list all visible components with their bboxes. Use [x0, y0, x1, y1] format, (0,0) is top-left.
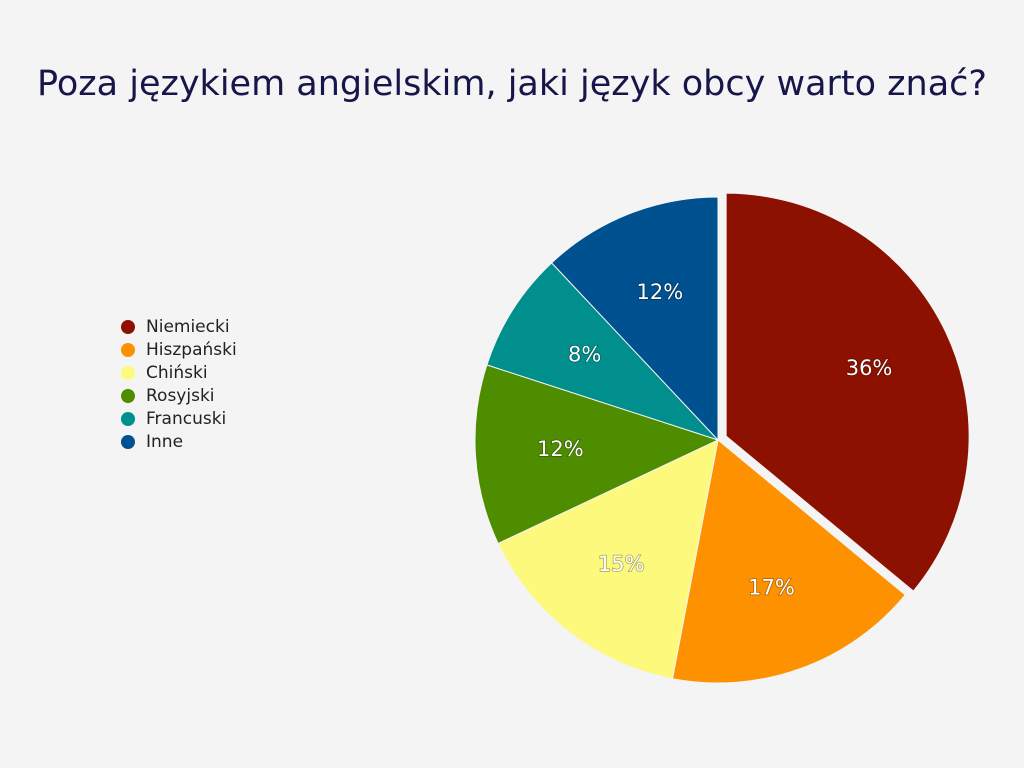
legend-label: Chiński: [146, 363, 208, 383]
slice-label: 17%: [748, 576, 795, 600]
pie-slice: [550, 196, 719, 442]
slice-label: 12%: [637, 280, 684, 304]
legend-label: Niemiecki: [146, 317, 230, 337]
legend-label: Rosyjski: [146, 386, 215, 406]
legend-marker: [121, 389, 135, 403]
chart-title: Poza językiem angielskim, jaki język obc…: [37, 64, 987, 104]
pie-slice: [486, 262, 719, 441]
pie-slice: [671, 439, 906, 684]
legend-marker: [121, 435, 135, 449]
legend-label: Hiszpański: [146, 340, 237, 360]
pie-slice: [725, 192, 970, 592]
legend-marker: [121, 343, 135, 357]
legend-marker: [121, 412, 135, 426]
slice-label: 36%: [846, 356, 893, 380]
pie: 36% 17% 15% 12% 8% 12%: [474, 192, 970, 684]
pie-slice: [474, 364, 720, 545]
slice-label: 8%: [568, 342, 601, 366]
legend-label: Inne: [146, 432, 183, 452]
legend-marker: [121, 320, 135, 334]
pie-slice: [497, 439, 719, 680]
legend-marker: [121, 366, 135, 380]
legend: Niemiecki Hiszpański Chiński Rosyjski Francu…: [121, 317, 237, 452]
slice-label: 12%: [537, 437, 584, 461]
legend-label: Francuski: [146, 409, 226, 429]
slice-label: 15%: [598, 552, 645, 576]
